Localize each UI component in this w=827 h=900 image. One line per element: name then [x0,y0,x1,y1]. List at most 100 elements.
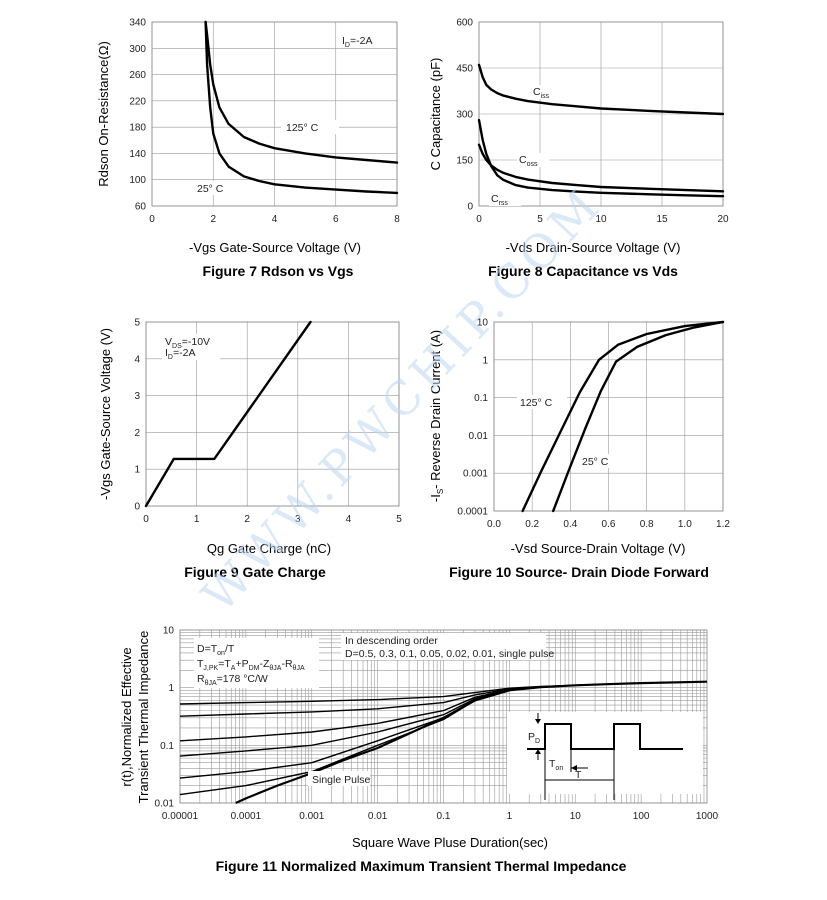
formula-text: RθJA=178 °C/W [197,673,268,687]
y-tick-label: 340 [129,18,146,29]
arrow-head [571,765,577,771]
x-tick-label: 0.2 [525,519,539,530]
plot-frame [145,321,400,507]
x-tick-label: 0.01 [368,811,388,822]
x-axis-label: -Vgs Gate-Source Voltage (V) [189,240,361,255]
formula-text: TJ,PK=TA+PDM-ZθJA-RθJA [197,658,305,672]
series-line [144,320,312,508]
formula-text: D=Ton/T [197,643,235,657]
series-line [477,63,725,116]
y-tick-label: 4 [134,354,140,365]
series-line [204,20,399,195]
y-axis-label: Rdson On-Resistance(Ω) [96,41,111,187]
series-line [235,680,708,805]
x-tick-label: 100 [633,811,650,822]
x-tick-label: 5 [396,514,402,525]
x-tick-label: 1000 [696,811,719,822]
x-axis-label: -Vsd Source-Drain Voltage (V) [511,541,686,556]
y-axis-label: -Vgs Gate-Source Voltage (V) [98,328,113,500]
x-tick-label: 4 [346,514,352,525]
y-tick-label: 0 [467,202,473,213]
y-tick-label: 0.0001 [457,507,488,518]
x-tick-label: 1.0 [678,519,692,530]
legend-text: D=0.5, 0.3, 0.1, 0.05, 0.02, 0.01, singl… [345,648,554,660]
x-tick-label: 0.1 [437,811,451,822]
grid [493,321,724,512]
y-tick-label: 140 [129,149,146,160]
arrow-head [535,749,541,754]
y-tick-label: 180 [129,123,146,134]
y-tick-label: 150 [456,156,473,167]
x-tick-label: 0.0 [487,519,501,530]
fig9-chart: 0 1 2 3 4 5 0 1 2 3 4 5 -Vgs Gate-Source Voltage (V)… [98,318,402,581]
x-tick-label: 10 [570,811,582,822]
fig11-chart: 0.00001 0.0001 0.001 0.01 0.1 1 10 100 1000 0.01 0… [119,626,719,875]
y-tick-label: 600 [456,18,473,29]
label-background [308,771,370,786]
y-axis-label: C Capacitance (pF) [428,58,443,171]
y-tick-label: 0.1 [474,393,488,404]
x-tick-label: 2 [210,214,216,225]
fig10-chart: 0.0 0.2 0.4 0.6 0.8 1.0 1.2 0.0001 0.001 0.01 0.1 1… [428,318,730,581]
series-line [204,20,399,164]
plot-frame [493,321,724,512]
y-tick-label: 0.001 [463,469,488,480]
y-tick-label: 260 [129,70,146,81]
y-tick-label: 2 [134,428,140,439]
series-line [552,320,725,513]
series-line [521,320,725,513]
label-background [517,153,549,167]
y-tick-label: 5 [134,318,140,329]
x-axis-label: -Vds Drain-Source Voltage (V) [506,240,681,255]
pulse-inset: PD Ton T [507,712,703,800]
x-tick-label: 0.00001 [162,811,199,822]
fig8-chart: 0 5 10 15 20 0 150 300 450 600 C Capacitance (pF) C… [428,18,729,280]
x-axis-label: Square Wave Pluse Duration(sec) [352,835,548,850]
series-label-coss: Coss [519,154,538,168]
figure-caption: Figure 11 Normalized Maximum Transient T… [216,858,627,874]
series-line [477,143,725,193]
x-tick-label: 0.8 [640,519,654,530]
figure-caption: Figure 9 Gate Charge [184,564,326,580]
x-tick-label: 6 [333,214,339,225]
label-background [489,192,521,206]
y-tick-label: 300 [129,44,146,55]
x-tick-label: 20 [717,214,729,225]
plot-frame [179,629,708,804]
x-tick-label: 8 [394,214,400,225]
label-background [517,395,567,409]
x-axis-label: Qg Gate Charge (nC) [207,541,331,556]
y-tick-label: 1 [134,465,140,476]
legend-text: In descending order [345,635,438,647]
y-tick-label: 450 [456,64,473,75]
y-tick-label: 3 [134,391,140,402]
formula-background [194,638,319,688]
x-tick-label: 10 [595,214,607,225]
y-tick-label: 10 [477,318,489,329]
x-tick-label: 0 [143,514,149,525]
y-tick-label: 1 [168,683,174,694]
figure-caption: Figure 10 Source- Drain Diode Forward [449,564,709,580]
x-tick-label: 1 [194,514,200,525]
x-tick-label: 0 [149,214,155,225]
series-line [477,118,725,198]
pulse-waveform [527,723,683,750]
figure-caption: Figure 8 Capacitance vs Vds [488,263,678,279]
x-tick-label: 5 [537,214,543,225]
condition-label: ID=-2A [165,347,195,361]
series-label-125c: 125° C [286,122,319,134]
label-background [579,454,619,468]
y-tick-label: 0 [134,502,140,513]
grid [151,21,398,207]
arrow-head [535,719,541,724]
y-tick-label: 0.1 [160,741,174,752]
y-tick-label: 0.01 [469,431,489,442]
series-label-25c: 25° C [197,183,224,195]
y-tick-label: 300 [456,110,473,121]
inset-ton-label: Ton [549,758,563,772]
label-background [193,181,239,195]
inset-pd-label: PD [528,731,540,745]
series-label-ciss: Ciss [533,86,550,100]
x-tick-label: 0.0001 [231,811,262,822]
label-background [339,33,381,48]
